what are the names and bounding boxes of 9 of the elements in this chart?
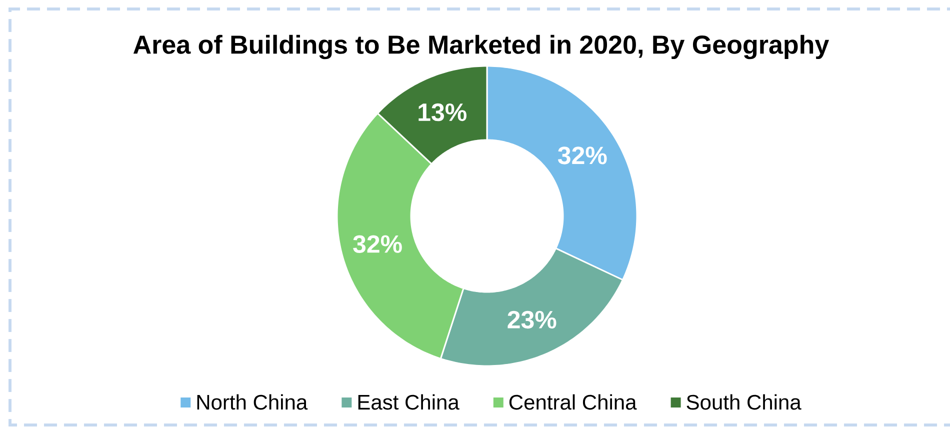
legend-label: Central China (509, 394, 637, 410)
data-label: 13% (418, 103, 466, 122)
legend-label: North China (197, 394, 308, 410)
data-label: 32% (353, 235, 402, 253)
data-label: 23% (508, 310, 556, 329)
data-label: 32% (558, 146, 607, 164)
legend-label: East China (358, 394, 460, 410)
chart-title: Area of Buildings to Be Marketed in 2020, By Geography (133, 34, 830, 60)
legend-label: South China (686, 394, 802, 410)
